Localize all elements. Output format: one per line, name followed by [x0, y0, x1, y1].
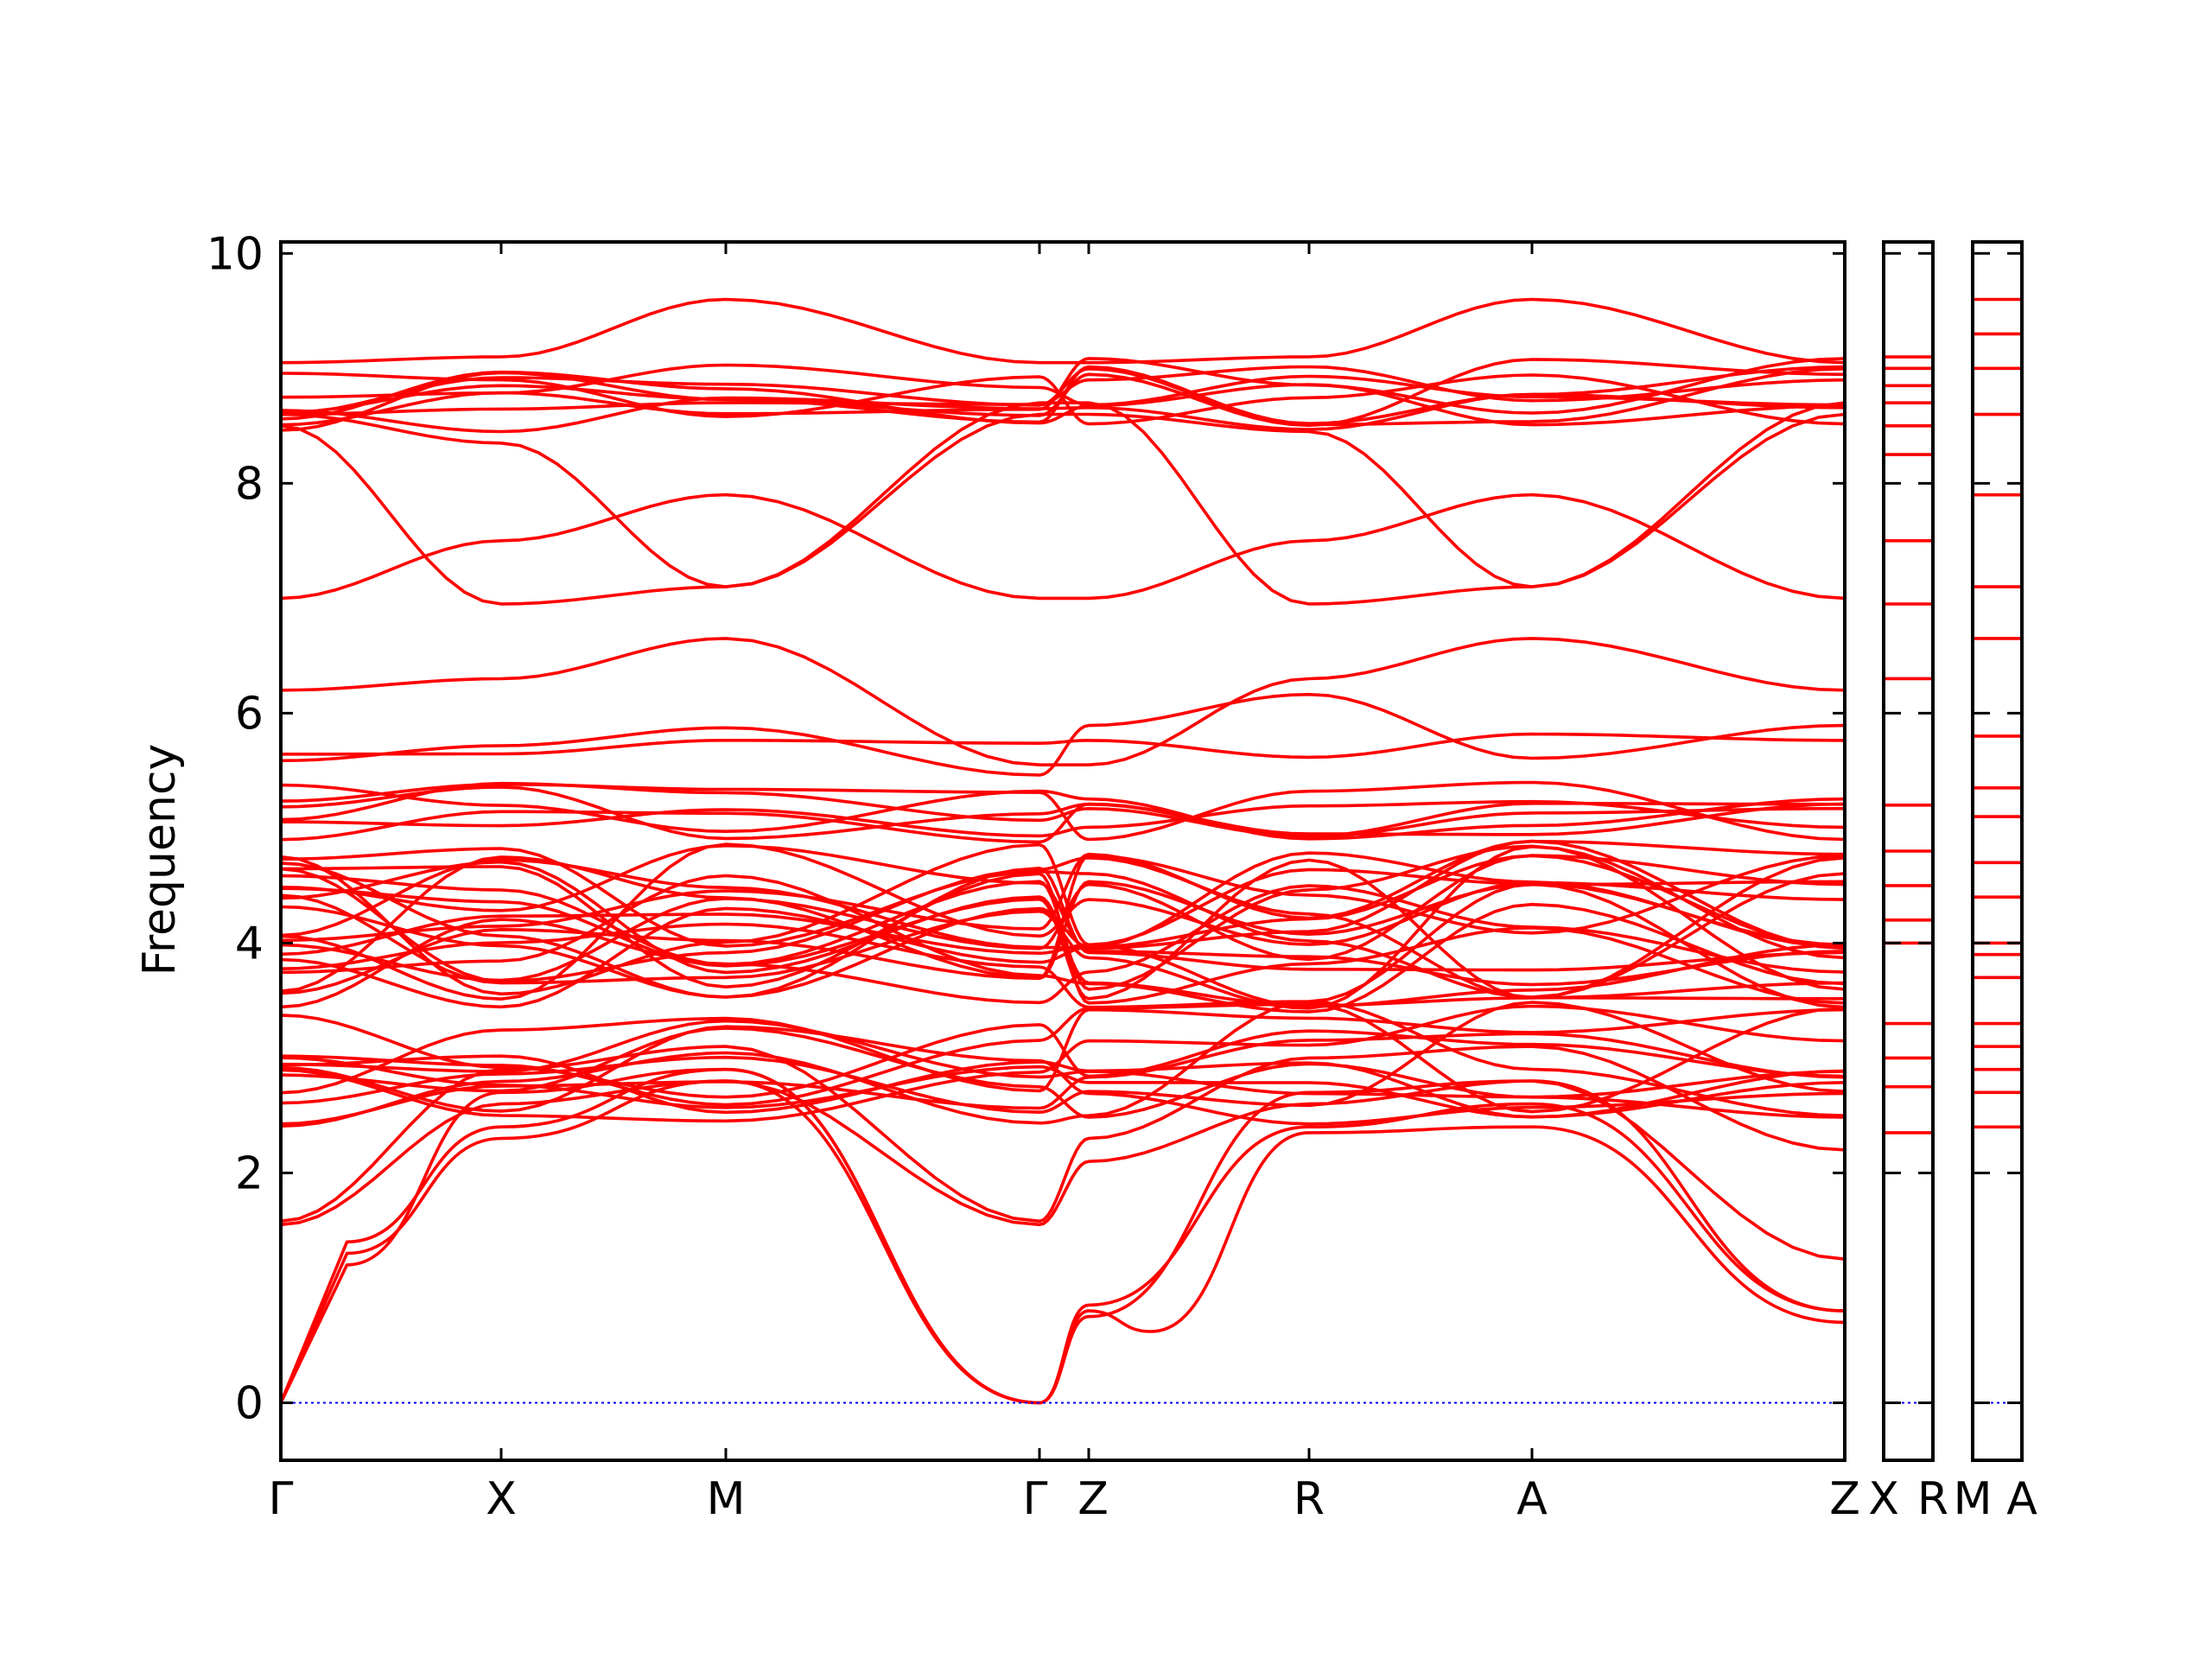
k-point-label: Γ [269, 1473, 294, 1525]
panel-frame [279, 240, 1847, 1462]
band-line [279, 861, 1847, 999]
k-point-label: A [1516, 1473, 1548, 1525]
band-line [279, 1000, 1847, 1128]
panel-frame [1882, 240, 1935, 1462]
band-line [279, 1007, 1847, 1095]
band-line [279, 493, 1847, 601]
y-tick-label: 8 [235, 458, 264, 510]
main-panel-bands [279, 297, 1847, 1405]
band-line [279, 799, 1847, 838]
band-line [279, 692, 1847, 777]
y-tick-label: 4 [235, 918, 264, 969]
band-line [279, 844, 1847, 991]
band-line [279, 847, 1847, 999]
k-point-label: Z [1077, 1473, 1109, 1525]
k-point-label: A [2006, 1473, 2037, 1525]
band-line [279, 874, 1847, 1014]
band-line [279, 842, 1847, 1008]
side-panel-1-bands [1884, 355, 1933, 1135]
band-line [279, 851, 1847, 999]
k-point-label: R [1294, 1473, 1325, 1525]
k-point-label: Γ [1023, 1473, 1048, 1525]
k-point-label: M [707, 1473, 746, 1525]
side-panel-2-bands [1973, 297, 2022, 1129]
band-line [279, 401, 1847, 606]
k-point-label: Z [1829, 1473, 1860, 1525]
band-line [279, 365, 1847, 416]
y-tick-label: 10 [207, 228, 264, 280]
band-line [279, 1004, 1847, 1123]
band-line [279, 1045, 1847, 1224]
band-line [279, 802, 1847, 844]
k-point-label: X [1868, 1473, 1899, 1525]
y-tick-label: 6 [235, 688, 264, 740]
y-tick-label: 2 [235, 1147, 264, 1199]
band-line [279, 868, 1847, 957]
band-line [279, 1079, 1847, 1261]
k-point-label: X [486, 1473, 517, 1525]
band-line [279, 780, 1847, 842]
band-line [279, 785, 1847, 841]
band-line [279, 843, 1847, 987]
y-axis-label: Frequency [134, 744, 186, 976]
band-line [279, 783, 1847, 841]
band-line [279, 1079, 1847, 1405]
band-line [279, 412, 1847, 588]
band-line [279, 884, 1847, 1009]
panel-frame [1971, 240, 2024, 1462]
band-line [279, 372, 1847, 426]
y-tick-label: 0 [235, 1377, 264, 1429]
band-line [279, 854, 1847, 993]
band-line [279, 1025, 1847, 1126]
band-line [279, 732, 1847, 760]
band-line [279, 367, 1847, 427]
band-line [279, 854, 1847, 1009]
k-point-label: R [1917, 1473, 1948, 1525]
k-point-label: M [1954, 1473, 1993, 1525]
band-line [279, 297, 1847, 365]
band-line [279, 637, 1847, 766]
band-line [279, 357, 1847, 427]
band-line [279, 1032, 1847, 1126]
